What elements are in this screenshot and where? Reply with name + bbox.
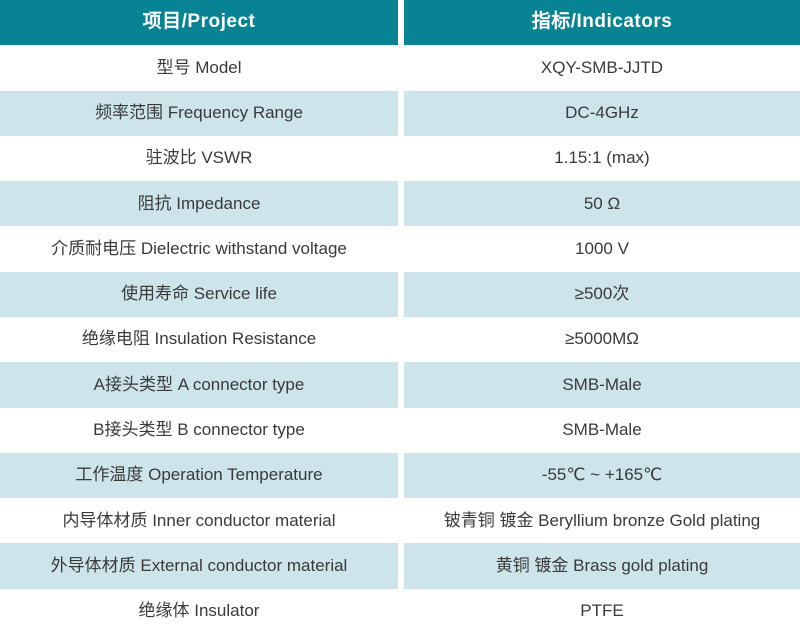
column-divider <box>398 362 404 408</box>
column-divider <box>398 181 404 227</box>
project-cell: 绝缘电阻 Insulation Resistance <box>81 329 317 349</box>
table-row: 驻波比 VSWR 1.15:1 (max) <box>0 135 800 182</box>
column-divider <box>398 316 404 363</box>
table-row: 型号 Model XQY-SMB-JJTD <box>0 45 800 91</box>
project-cell: 型号 Model <box>156 57 242 77</box>
column-divider <box>398 45 404 91</box>
indicator-cell: DC-4GHz <box>404 90 800 136</box>
table-row: 内导体材质 Inner conductor material 铍青铜 镀金 Be… <box>0 498 800 544</box>
column-divider <box>398 271 404 317</box>
project-cell: 介质耐电压 Dielectric withstand voltage <box>51 238 347 258</box>
indicator-cell: 1000 V <box>575 238 629 258</box>
indicator-cell: 铍青铜 镀金 Beryllium bronze Gold plating <box>443 510 761 530</box>
table-row: 外导体材质 External conductor material 黄铜 镀金 … <box>0 543 800 589</box>
column-divider <box>398 0 404 46</box>
column-header-indicators: 指标/Indicators <box>404 0 800 46</box>
table-row: 阻抗 Impedance 50 Ω <box>0 181 800 227</box>
project-cell: 内导体材质 Inner conductor material <box>62 510 336 530</box>
indicator-cell: ≥500次 <box>404 271 800 317</box>
table-row: B接头类型 B connector type SMB-Male <box>0 407 800 453</box>
project-cell: 驻波比 VSWR <box>145 148 253 168</box>
column-divider <box>398 588 404 634</box>
project-cell: 外导体材质 External conductor material <box>0 543 398 589</box>
indicator-cell: 黄铜 镀金 Brass gold plating <box>404 543 800 589</box>
project-cell: 绝缘体 Insulator <box>138 601 260 621</box>
column-divider <box>398 226 404 272</box>
project-cell: B接头类型 B connector type <box>93 419 305 439</box>
column-divider <box>398 452 404 499</box>
table-row: A接头类型 A connector type SMB-Male <box>0 362 800 408</box>
project-cell: A接头类型 A connector type <box>0 362 398 408</box>
indicator-cell: PTFE <box>580 601 624 621</box>
table-row: 使用寿命 Service life ≥500次 <box>0 271 800 317</box>
column-divider <box>398 135 404 182</box>
project-cell: 使用寿命 Service life <box>0 271 398 317</box>
column-divider <box>398 543 404 589</box>
indicator-cell: -55℃ ~ +165℃ <box>404 452 800 499</box>
indicator-cell: SMB-Male <box>404 362 800 408</box>
column-divider <box>398 498 404 544</box>
table-row: 介质耐电压 Dielectric withstand voltage 1000 … <box>0 226 800 272</box>
indicator-cell: ≥5000MΩ <box>564 329 640 349</box>
table-row: 频率范围 Frequency Range DC-4GHz <box>0 90 800 136</box>
project-cell: 阻抗 Impedance <box>0 181 398 227</box>
project-cell: 工作温度 Operation Temperature <box>0 452 398 499</box>
table-row: 工作温度 Operation Temperature -55℃ ~ +165℃ <box>0 452 800 499</box>
column-divider <box>398 407 404 453</box>
column-divider <box>398 90 404 136</box>
indicator-cell: SMB-Male <box>562 419 642 439</box>
table-row: 绝缘电阻 Insulation Resistance ≥5000MΩ <box>0 316 800 363</box>
table-row: 绝缘体 Insulator PTFE <box>0 588 800 634</box>
indicator-cell: 50 Ω <box>404 181 800 227</box>
indicator-cell: 1.15:1 (max) <box>554 148 650 168</box>
table-header-row: 项目/Project 指标/Indicators <box>0 0 800 46</box>
project-cell: 频率范围 Frequency Range <box>0 90 398 136</box>
column-header-project: 项目/Project <box>0 0 398 46</box>
indicator-cell: XQY-SMB-JJTD <box>540 57 664 77</box>
